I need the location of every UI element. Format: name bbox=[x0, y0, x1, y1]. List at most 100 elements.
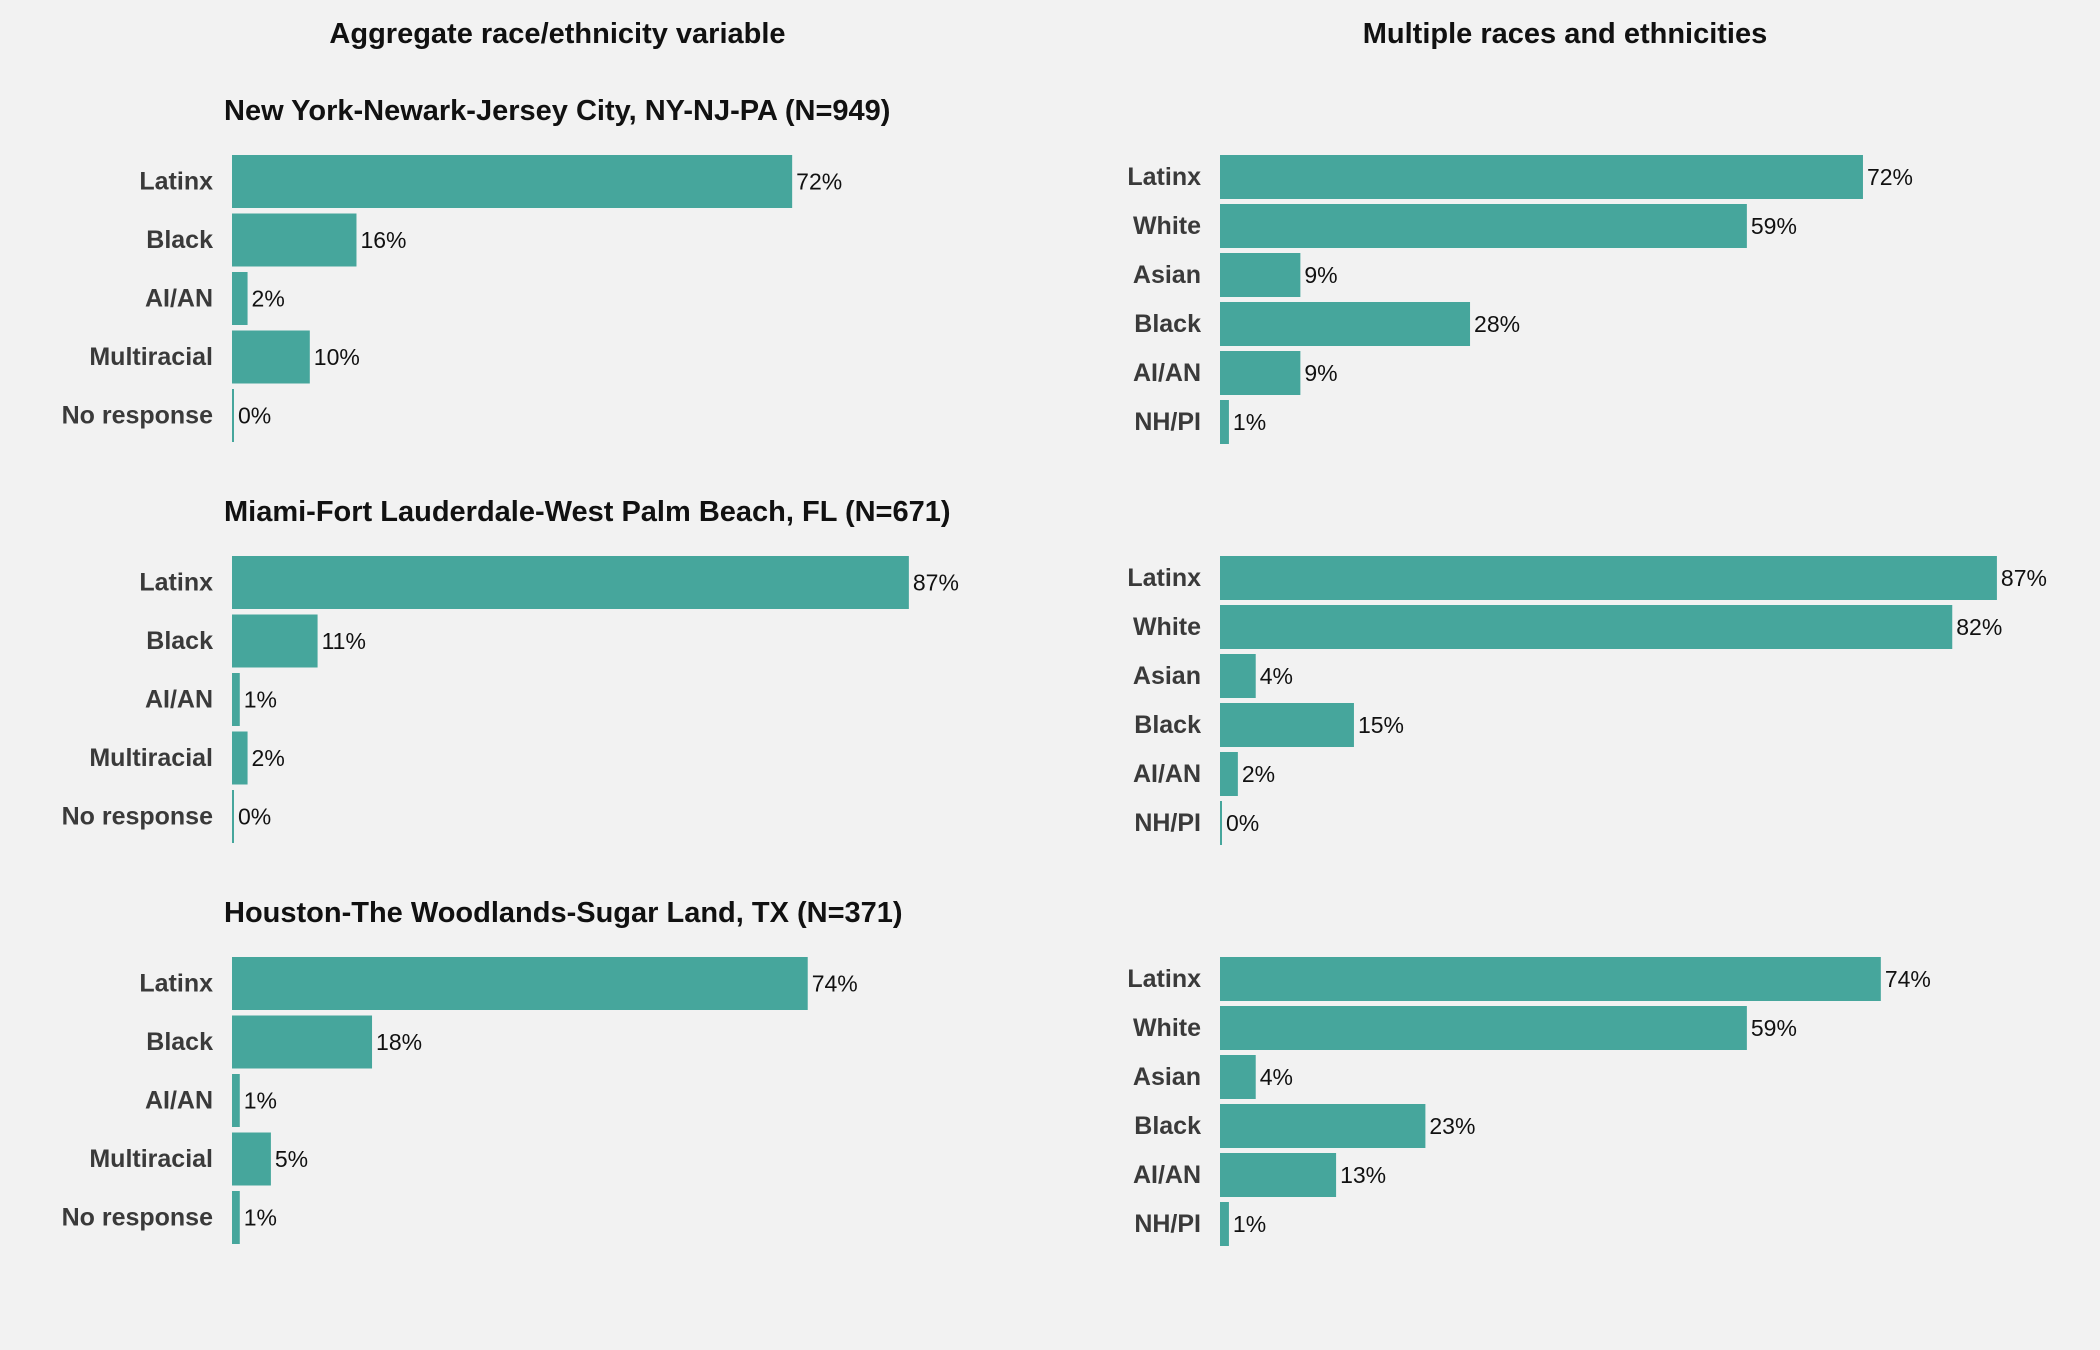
bar-black bbox=[1220, 302, 1471, 346]
category-label-no-response: No response bbox=[62, 1204, 214, 1232]
value-label-no-response: 1% bbox=[244, 1205, 277, 1231]
category-label-nh-pi: NH/PI bbox=[1134, 809, 1201, 837]
bar-black bbox=[1220, 703, 1354, 747]
value-label-black: 18% bbox=[376, 1029, 422, 1055]
category-label-asian: Asian bbox=[1133, 662, 1201, 690]
category-label-ai-an: AI/AN bbox=[1133, 760, 1201, 788]
chart-miami-aggregate: Latinx 87% Black 11% AI/AN 1% Multiracial 2% No … bbox=[62, 556, 959, 843]
category-label-black: Black bbox=[146, 1028, 213, 1056]
category-label-latinx: Latinx bbox=[1127, 564, 1201, 592]
chart-houston-multiple: Latinx 74% White 59% Asian 4% Black 23% AI/AN 13%… bbox=[1127, 957, 1931, 1246]
value-label-ai-an: 13% bbox=[1340, 1162, 1386, 1188]
category-label-latinx: Latinx bbox=[139, 168, 213, 196]
value-label-black: 11% bbox=[322, 628, 366, 654]
category-label-ai-an: AI/AN bbox=[145, 686, 213, 714]
bar-no-response bbox=[232, 389, 234, 442]
value-label-latinx: 87% bbox=[913, 570, 959, 596]
category-label-black: Black bbox=[1134, 1112, 1201, 1140]
bar-black bbox=[232, 213, 357, 267]
bar-ai-an bbox=[1220, 351, 1301, 395]
value-label-black: 23% bbox=[1429, 1113, 1475, 1139]
column-title-multiple: Multiple races and ethnicities bbox=[1362, 18, 1768, 50]
value-label-asian: 9% bbox=[1304, 262, 1337, 288]
category-label-white: White bbox=[1133, 212, 1201, 240]
bar-latinx bbox=[232, 957, 808, 1010]
bar-ai-an bbox=[1220, 752, 1238, 796]
bar-multiracial bbox=[232, 731, 248, 785]
value-label-latinx: 87% bbox=[2001, 565, 2047, 591]
value-label-multiracial: 2% bbox=[252, 745, 285, 771]
bar-no-response bbox=[232, 1191, 240, 1244]
category-label-multiracial: Multiracial bbox=[89, 343, 213, 371]
bar-ai-an bbox=[232, 272, 248, 325]
bar-nh-pi bbox=[1220, 801, 1222, 845]
bar-asian bbox=[1220, 1055, 1256, 1099]
value-label-no-response: 0% bbox=[238, 403, 271, 429]
bar-white bbox=[1220, 204, 1747, 248]
category-label-ai-an: AI/AN bbox=[145, 1087, 213, 1115]
panel-title-miami: Miami-Fort Lauderdale-West Palm Beach, F… bbox=[224, 496, 951, 528]
bar-latinx bbox=[1220, 957, 1881, 1001]
bar-multiracial bbox=[232, 330, 310, 384]
value-label-ai-an: 1% bbox=[244, 1088, 277, 1114]
value-label-white: 82% bbox=[1956, 614, 2002, 640]
chart-new-york-multiple: Latinx 72% White 59% Asian 9% Black 28% AI/AN 9% N… bbox=[1127, 155, 1913, 444]
category-label-ai-an: AI/AN bbox=[1133, 1161, 1201, 1189]
category-label-ai-an: AI/AN bbox=[1133, 359, 1201, 387]
value-label-nh-pi: 1% bbox=[1233, 409, 1266, 435]
bar-white bbox=[1220, 1006, 1747, 1050]
bar-latinx bbox=[232, 556, 909, 609]
value-label-multiracial: 5% bbox=[275, 1146, 308, 1172]
bar-asian bbox=[1220, 654, 1256, 698]
category-label-black: Black bbox=[1134, 310, 1201, 338]
category-label-nh-pi: NH/PI bbox=[1134, 1210, 1201, 1238]
column-title-aggregate: Aggregate race/ethnicity variable bbox=[329, 18, 786, 50]
category-label-latinx: Latinx bbox=[139, 569, 213, 597]
value-label-no-response: 0% bbox=[238, 804, 271, 830]
bar-asian bbox=[1220, 253, 1301, 297]
value-label-ai-an: 2% bbox=[1242, 761, 1275, 787]
bar-multiracial bbox=[232, 1132, 271, 1186]
value-label-latinx: 74% bbox=[1885, 966, 1931, 992]
category-label-black: Black bbox=[146, 627, 213, 655]
category-label-asian: Asian bbox=[1133, 261, 1201, 289]
category-label-multiracial: Multiracial bbox=[89, 1145, 213, 1173]
value-label-nh-pi: 0% bbox=[1226, 810, 1259, 836]
value-label-black: 28% bbox=[1474, 311, 1520, 337]
category-label-black: Black bbox=[1134, 711, 1201, 739]
category-label-asian: Asian bbox=[1133, 1063, 1201, 1091]
bar-black bbox=[232, 614, 318, 668]
category-label-no-response: No response bbox=[62, 803, 214, 831]
bar-latinx bbox=[1220, 556, 1997, 600]
category-label-white: White bbox=[1133, 613, 1201, 641]
value-label-white: 59% bbox=[1751, 213, 1797, 239]
chart-houston-aggregate: Latinx 74% Black 18% AI/AN 1% Multiracial 5% No … bbox=[62, 957, 858, 1244]
bar-nh-pi bbox=[1220, 400, 1229, 444]
value-label-ai-an: 1% bbox=[244, 687, 277, 713]
category-label-latinx: Latinx bbox=[1127, 965, 1201, 993]
value-label-latinx: 72% bbox=[796, 169, 842, 195]
category-label-white: White bbox=[1133, 1014, 1201, 1042]
panel-title-houston: Houston-The Woodlands-Sugar Land, TX (N=… bbox=[224, 897, 903, 929]
bar-latinx bbox=[232, 155, 793, 208]
value-label-latinx: 74% bbox=[812, 971, 858, 997]
value-label-ai-an: 9% bbox=[1304, 360, 1337, 386]
value-label-asian: 4% bbox=[1260, 1064, 1293, 1090]
bar-ai-an bbox=[232, 1074, 240, 1127]
chart-new-york-aggregate: Latinx 72% Black 16% AI/AN 2% Multiracial 10% No… bbox=[62, 155, 842, 442]
bar-ai-an bbox=[232, 673, 240, 726]
category-label-latinx: Latinx bbox=[139, 970, 213, 998]
value-label-ai-an: 2% bbox=[252, 286, 285, 312]
bar-no-response bbox=[232, 790, 234, 843]
bar-white bbox=[1220, 605, 1953, 649]
value-label-black: 15% bbox=[1358, 712, 1404, 738]
bar-black bbox=[232, 1015, 373, 1069]
value-label-white: 59% bbox=[1751, 1015, 1797, 1041]
value-label-latinx: 72% bbox=[1867, 164, 1913, 190]
category-label-nh-pi: NH/PI bbox=[1134, 408, 1201, 436]
category-label-black: Black bbox=[146, 226, 213, 254]
category-label-ai-an: AI/AN bbox=[145, 285, 213, 313]
category-label-latinx: Latinx bbox=[1127, 163, 1201, 191]
